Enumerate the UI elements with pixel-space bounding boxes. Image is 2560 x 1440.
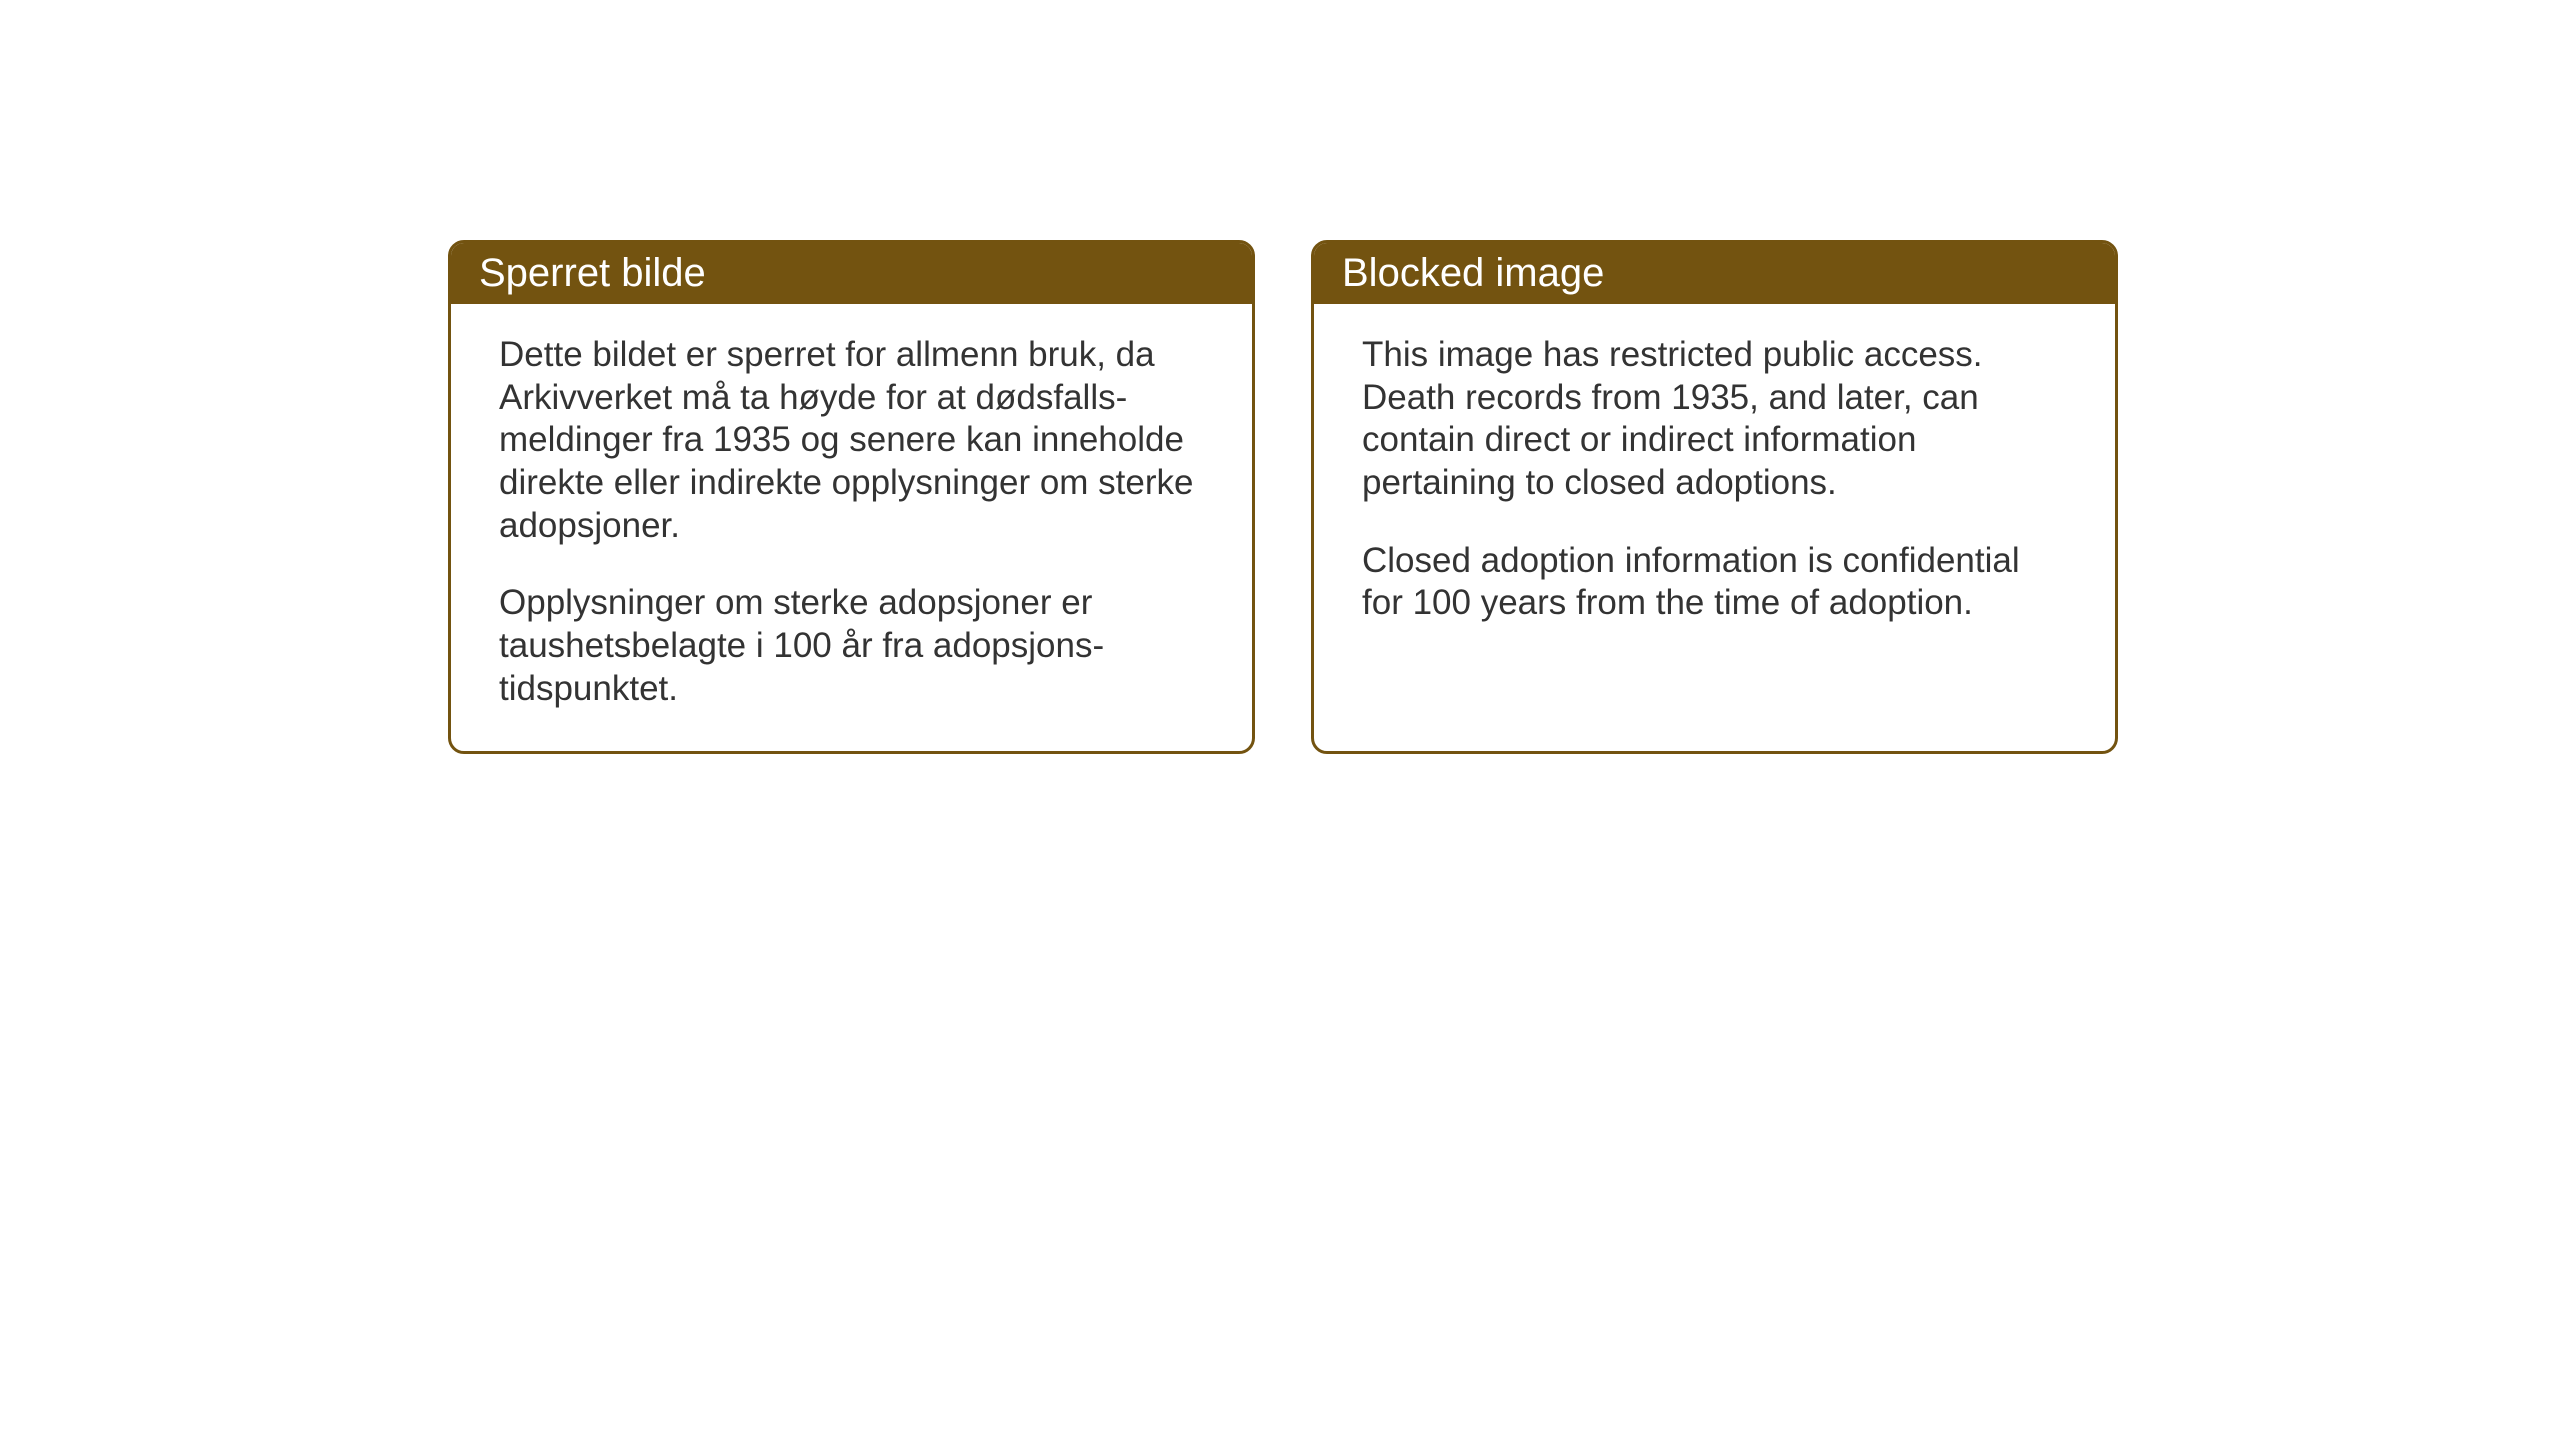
norwegian-notice-card: Sperret bilde Dette bildet er sperret fo… [448,240,1255,754]
english-paragraph-1: This image has restricted public access.… [1362,334,2067,505]
english-card-title: Blocked image [1314,243,2115,304]
norwegian-paragraph-2: Opplysninger om sterke adopsjoner er tau… [499,582,1204,710]
english-notice-card: Blocked image This image has restricted … [1311,240,2118,754]
english-paragraph-2: Closed adoption information is confident… [1362,540,2067,625]
norwegian-paragraph-1: Dette bildet er sperret for allmenn bruk… [499,334,1204,547]
norwegian-card-title: Sperret bilde [451,243,1252,304]
english-card-body: This image has restricted public access.… [1314,304,2115,665]
norwegian-card-body: Dette bildet er sperret for allmenn bruk… [451,304,1252,751]
notice-cards-container: Sperret bilde Dette bildet er sperret fo… [448,240,2560,754]
